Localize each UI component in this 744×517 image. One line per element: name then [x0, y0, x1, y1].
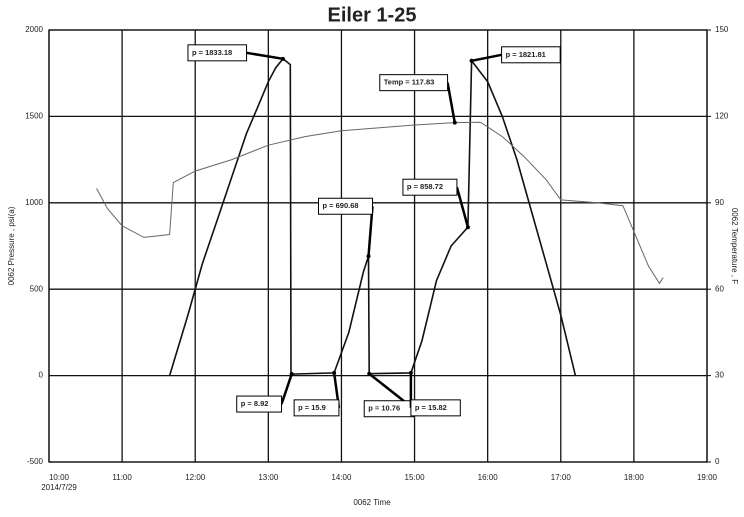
x-tick-label: 13:00 — [258, 473, 279, 482]
x-tick-label: 16:00 — [478, 473, 499, 482]
annotation-arrow — [280, 373, 293, 405]
y2-tick-label: 90 — [715, 198, 724, 207]
y-tick-label: 500 — [30, 284, 44, 293]
x-axis-label: 0062 Time — [353, 498, 391, 507]
annotation-arrow — [455, 186, 470, 228]
annotation-box — [410, 399, 461, 417]
annotation-point — [366, 254, 371, 259]
annotation-label: p = 15.82 — [415, 403, 447, 412]
x-tick-label: 15:00 — [405, 473, 426, 482]
x-tick-label: 18:00 — [624, 473, 645, 482]
plot-frame — [48, 29, 708, 463]
chart-title: Eiler 1-25 — [328, 4, 417, 26]
annotation-box — [293, 399, 340, 417]
annotation-box — [379, 74, 449, 92]
annotation-box — [317, 197, 373, 215]
y-tick-label: 1000 — [25, 198, 43, 207]
x-tick-label: 10:00 — [49, 473, 70, 482]
annotation-point — [408, 370, 413, 375]
annotation-point — [452, 120, 457, 125]
annotation-label: p = 8.92 — [241, 399, 269, 408]
annotation-label: p = 15.9 — [298, 403, 326, 412]
annotation-label: p = 690.68 — [322, 201, 358, 210]
x-tick-label: 17:00 — [551, 473, 572, 482]
y-tick-label: 0 — [39, 371, 44, 380]
annotation-box — [236, 395, 283, 413]
x-date-label: 2014/7/29 — [41, 483, 77, 492]
annotation-point — [332, 370, 337, 375]
y2-tick-label: 150 — [715, 25, 729, 34]
y2-tick-label: 30 — [715, 371, 724, 380]
x-tick-label: 14:00 — [331, 473, 352, 482]
y-tick-label: -500 — [27, 457, 44, 466]
annotation-label: p = 1833.18 — [192, 48, 232, 57]
annotation-label: p = 10.76 — [368, 404, 400, 413]
y-axis-label: 0062 Pressure , psi(a) — [7, 206, 16, 285]
y2-tick-label: 0 — [715, 457, 720, 466]
series-line — [96, 121, 664, 285]
annotation-point — [469, 58, 474, 63]
annotation-label: Temp = 117.83 — [384, 78, 435, 87]
annotation-arrow — [471, 53, 502, 63]
annotation-box — [187, 44, 248, 62]
y-tick-label: 2000 — [25, 25, 43, 34]
annotation-point — [280, 56, 285, 61]
x-tick-label: 12:00 — [185, 473, 206, 482]
annotation-point — [465, 225, 470, 230]
annotation-box — [501, 46, 561, 64]
annotation-label: p = 858.72 — [407, 182, 443, 191]
series-line — [168, 57, 577, 376]
annotation-label: p = 1821.81 — [506, 50, 546, 59]
x-tick-label: 11:00 — [112, 473, 132, 482]
annotation-point — [289, 372, 294, 377]
annotation-box — [402, 178, 458, 196]
y2-tick-label: 60 — [715, 284, 724, 293]
annotation-arrow — [446, 82, 456, 123]
y-tick-label: 1500 — [25, 112, 43, 121]
x-tick-label: 19:00 — [697, 473, 718, 482]
annotation-point — [367, 371, 372, 376]
y2-tick-label: 120 — [715, 112, 729, 121]
annotation-arrow — [246, 51, 284, 61]
y2-axis-label: 0062 Temperature , F — [730, 208, 739, 284]
